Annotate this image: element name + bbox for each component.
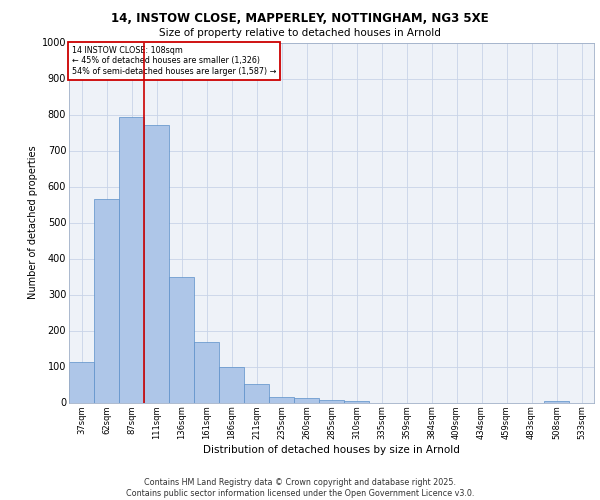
Bar bbox=[169, 276, 194, 402]
Text: Size of property relative to detached houses in Arnold: Size of property relative to detached ho… bbox=[159, 28, 441, 38]
Bar bbox=[294, 398, 319, 402]
Bar bbox=[119, 117, 144, 403]
Text: 14 INSTOW CLOSE: 108sqm
← 45% of detached houses are smaller (1,326)
54% of semi: 14 INSTOW CLOSE: 108sqm ← 45% of detache… bbox=[71, 46, 276, 76]
Bar bbox=[219, 366, 244, 402]
Bar bbox=[544, 400, 569, 402]
Bar bbox=[269, 397, 294, 402]
Bar bbox=[144, 126, 169, 402]
Text: 14, INSTOW CLOSE, MAPPERLEY, NOTTINGHAM, NG3 5XE: 14, INSTOW CLOSE, MAPPERLEY, NOTTINGHAM,… bbox=[111, 12, 489, 26]
Bar bbox=[344, 400, 369, 402]
Y-axis label: Number of detached properties: Number of detached properties bbox=[28, 146, 38, 300]
Bar bbox=[94, 199, 119, 402]
Bar bbox=[194, 342, 219, 402]
Bar bbox=[319, 400, 344, 402]
X-axis label: Distribution of detached houses by size in Arnold: Distribution of detached houses by size … bbox=[203, 444, 460, 454]
Text: Contains HM Land Registry data © Crown copyright and database right 2025.
Contai: Contains HM Land Registry data © Crown c… bbox=[126, 478, 474, 498]
Bar bbox=[244, 384, 269, 402]
Bar bbox=[69, 362, 94, 403]
